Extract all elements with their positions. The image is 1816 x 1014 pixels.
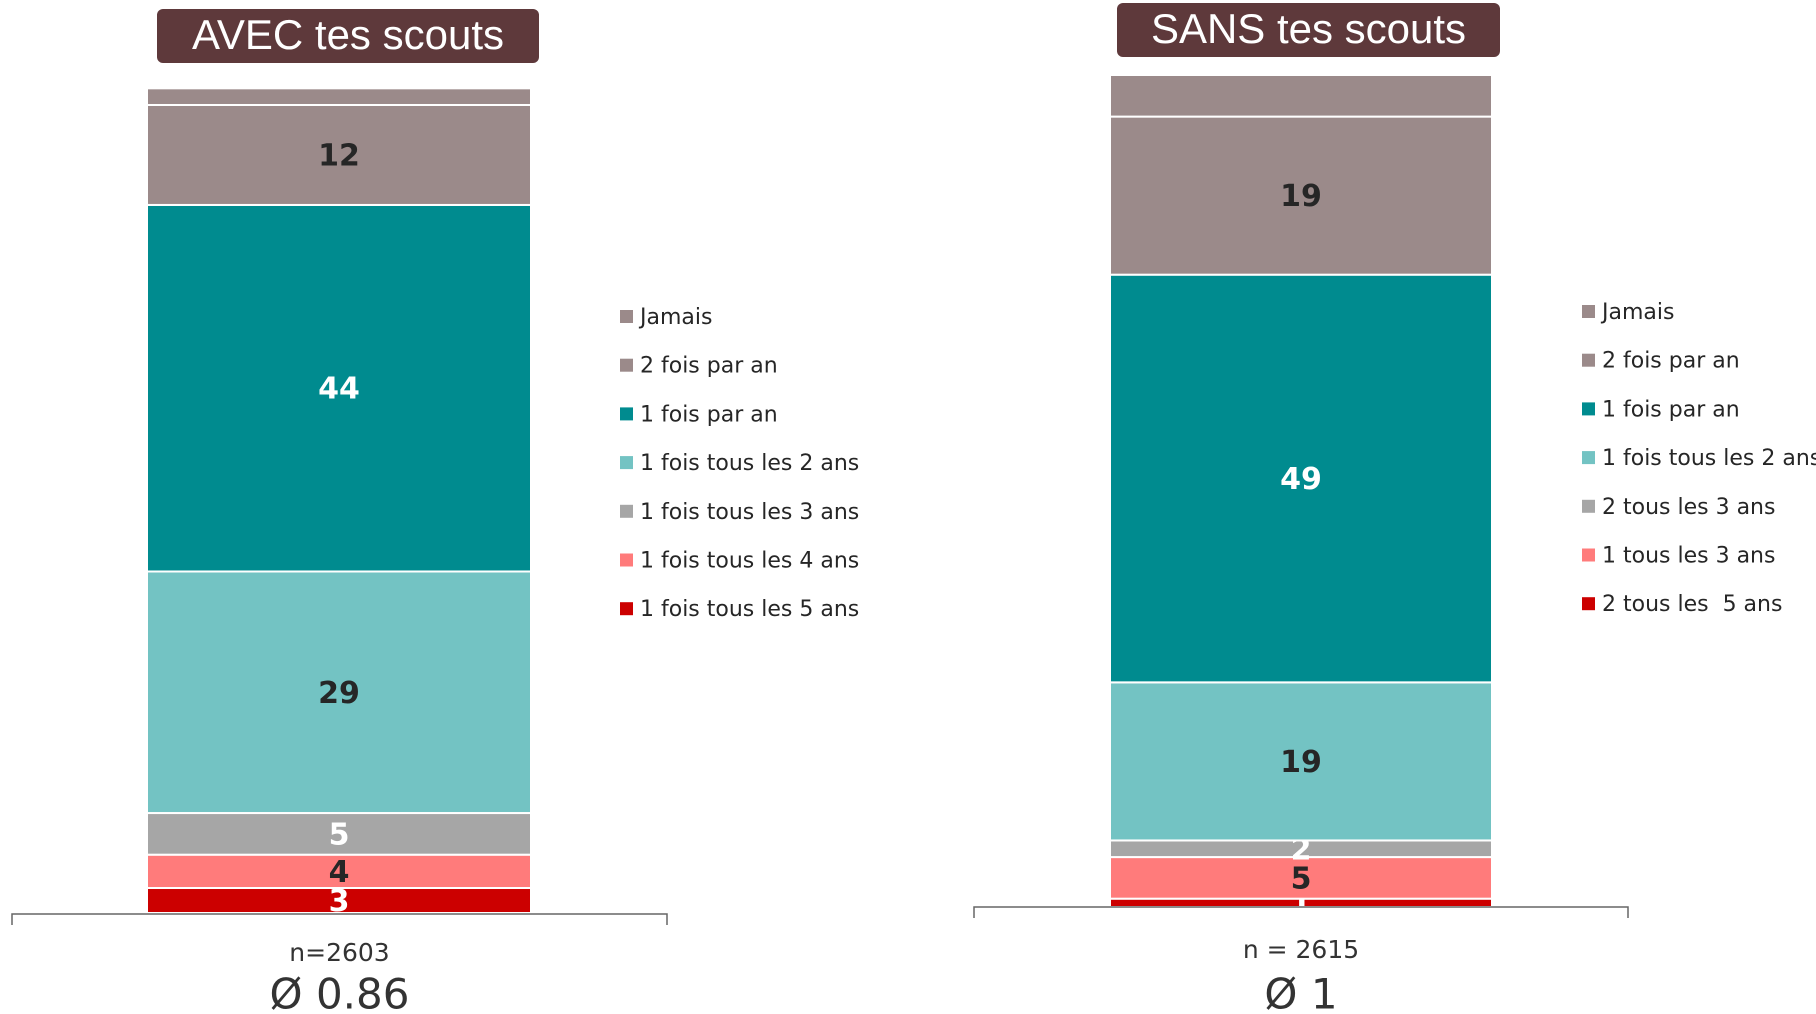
legend-swatch	[1582, 597, 1595, 611]
title-box	[157, 9, 539, 63]
bar-segment	[1109, 681, 1493, 842]
data-label: 19	[1280, 179, 1322, 214]
legend-label: 1 fois tous les 4 ans	[640, 549, 859, 574]
legend-swatch	[1582, 499, 1595, 513]
bar-segment	[1109, 856, 1493, 900]
legend-label: 2 tous les 3 ans	[1602, 495, 1775, 520]
data-label: 12	[318, 138, 360, 173]
legend-label: 1 fois tous les 2 ans	[1602, 446, 1816, 471]
legend-swatch	[620, 407, 633, 421]
legend-label: Jamais	[638, 305, 712, 330]
chart-title: AVEC tes scouts	[192, 11, 504, 58]
legend-label: 1 fois par an	[1602, 397, 1740, 422]
legend-swatch	[1582, 353, 1595, 367]
average: Ø 0.86	[270, 970, 410, 1014]
legend-swatch	[1582, 402, 1595, 416]
data-label: 4	[329, 855, 350, 890]
baseline	[11, 913, 668, 925]
data-label: 44	[318, 372, 360, 407]
average: Ø 1	[1264, 970, 1337, 1014]
data-label: 49	[1280, 462, 1322, 497]
legend-label: 1 fois tous les 5 ans	[640, 597, 859, 622]
legend-label: 1 fois tous les 2 ans	[640, 451, 859, 476]
chart-title: SANS tes scouts	[1151, 5, 1466, 52]
legend-swatch	[620, 310, 633, 323]
data-label: 5	[329, 817, 350, 852]
legend-label: 1 tous les 3 ans	[1602, 544, 1775, 569]
legend-label: 2 tous les 5 ans	[1602, 592, 1782, 617]
bar-segment	[1109, 74, 1493, 118]
bar-segment	[146, 87, 532, 106]
legend-swatch	[620, 358, 633, 372]
legend-swatch	[620, 504, 633, 518]
data-label: 19	[1280, 745, 1322, 780]
title-box	[1117, 3, 1500, 57]
baseline	[973, 906, 1629, 918]
bar-segment	[146, 812, 532, 856]
data-label: 5	[1291, 861, 1312, 896]
bar-segment	[1109, 115, 1493, 276]
legend-label: 2 fois par an	[1602, 349, 1740, 374]
legend-label: 2 fois par an	[640, 354, 778, 379]
sample-size: n=2603	[289, 938, 389, 967]
legend-swatch	[620, 553, 633, 567]
bar-segment	[1109, 273, 1493, 684]
legend-swatch	[1582, 548, 1595, 562]
legend-swatch	[620, 602, 633, 616]
bar-segment	[146, 570, 532, 815]
legend-label: 1 fois par an	[640, 402, 778, 427]
legend-swatch	[1582, 305, 1595, 318]
legend-label: Jamais	[1600, 300, 1674, 325]
legend-swatch	[620, 456, 633, 470]
data-label: 3	[329, 884, 350, 919]
sample-size: n = 2615	[1243, 935, 1359, 964]
bar-segment	[146, 853, 532, 890]
legend-swatch	[1582, 451, 1595, 465]
data-label: 29	[318, 676, 360, 711]
legend-label: 1 fois tous les 3 ans	[640, 500, 859, 525]
